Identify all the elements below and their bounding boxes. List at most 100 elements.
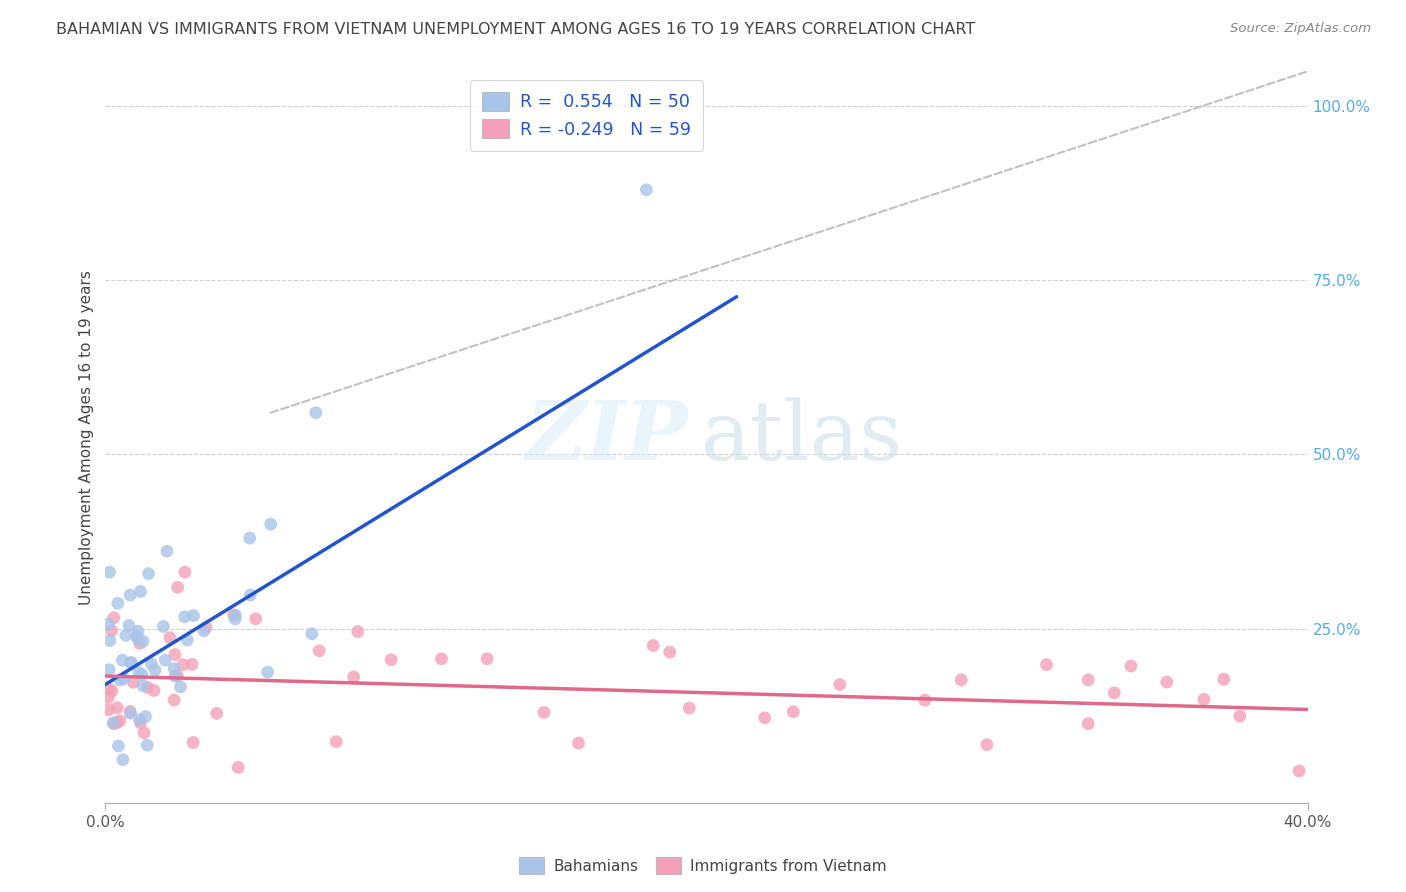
Point xyxy=(325,734,347,748)
Point xyxy=(156,544,179,558)
Point xyxy=(101,715,124,730)
Point xyxy=(658,645,681,659)
Point xyxy=(181,735,204,749)
Point xyxy=(159,631,181,645)
Point xyxy=(380,653,402,667)
Point xyxy=(183,608,205,623)
Point xyxy=(143,683,166,698)
Point xyxy=(115,628,138,642)
Point xyxy=(120,656,142,670)
Point xyxy=(533,706,555,720)
Point xyxy=(138,566,160,581)
Point xyxy=(205,706,228,721)
Point xyxy=(1077,673,1099,687)
Point xyxy=(136,738,159,752)
Point xyxy=(430,652,453,666)
Text: ZIP: ZIP xyxy=(526,397,689,477)
Point xyxy=(107,739,129,753)
Point xyxy=(1156,675,1178,690)
Point xyxy=(107,596,129,610)
Text: Source: ZipAtlas.com: Source: ZipAtlas.com xyxy=(1230,22,1371,36)
Point xyxy=(103,716,125,731)
Point xyxy=(305,406,328,420)
Point xyxy=(245,612,267,626)
Point xyxy=(97,681,120,696)
Text: atlas: atlas xyxy=(700,397,903,477)
Point xyxy=(1102,686,1125,700)
Point xyxy=(222,608,245,623)
Point xyxy=(1229,709,1251,723)
Point xyxy=(193,624,215,638)
Point xyxy=(163,662,186,676)
Point xyxy=(176,632,198,647)
Point xyxy=(343,670,366,684)
Point xyxy=(308,644,330,658)
Point xyxy=(224,612,246,626)
Point xyxy=(1035,657,1057,672)
Point xyxy=(111,653,134,667)
Point xyxy=(475,651,498,665)
Point xyxy=(108,673,131,687)
Point xyxy=(346,624,368,639)
Point xyxy=(174,565,197,579)
Point xyxy=(567,736,589,750)
Point xyxy=(950,673,973,687)
Point xyxy=(97,617,120,632)
Point xyxy=(1212,672,1234,686)
Point xyxy=(1119,659,1142,673)
Point xyxy=(914,693,936,707)
Point xyxy=(1077,716,1099,731)
Point xyxy=(195,620,218,634)
Point xyxy=(129,584,152,599)
Point xyxy=(131,667,153,681)
Point xyxy=(678,701,700,715)
Point xyxy=(1192,692,1215,706)
Point xyxy=(128,713,150,727)
Point xyxy=(118,618,141,632)
Point xyxy=(98,565,121,579)
Point xyxy=(111,753,134,767)
Point xyxy=(120,588,142,602)
Point xyxy=(101,684,124,698)
Point xyxy=(141,657,163,671)
Point xyxy=(135,709,157,723)
Point xyxy=(122,675,145,690)
Point xyxy=(163,693,186,707)
Point xyxy=(118,705,141,719)
Point xyxy=(643,639,665,653)
Point xyxy=(103,611,125,625)
Point xyxy=(172,657,194,672)
Point xyxy=(782,705,804,719)
Point xyxy=(132,726,155,740)
Point xyxy=(112,672,135,686)
Point xyxy=(128,665,150,680)
Legend: Bahamians, Immigrants from Vietnam: Bahamians, Immigrants from Vietnam xyxy=(513,851,893,880)
Point xyxy=(105,700,128,714)
Point xyxy=(129,715,152,730)
Point xyxy=(226,760,249,774)
Point xyxy=(132,679,155,693)
Point xyxy=(256,665,278,679)
Point xyxy=(128,636,150,650)
Point xyxy=(828,677,851,691)
Point xyxy=(754,711,776,725)
Point xyxy=(97,690,120,705)
Point xyxy=(169,680,191,694)
Point xyxy=(98,633,121,648)
Point xyxy=(136,681,159,695)
Legend: R =  0.554   N = 50, R = -0.249   N = 59: R = 0.554 N = 50, R = -0.249 N = 59 xyxy=(470,80,703,151)
Point xyxy=(163,648,186,662)
Point xyxy=(301,626,323,640)
Point xyxy=(97,703,120,717)
Point xyxy=(173,609,195,624)
Point xyxy=(166,580,188,594)
Text: BAHAMIAN VS IMMIGRANTS FROM VIETNAM UNEMPLOYMENT AMONG AGES 16 TO 19 YEARS CORRE: BAHAMIAN VS IMMIGRANTS FROM VIETNAM UNEM… xyxy=(56,22,976,37)
Y-axis label: Unemployment Among Ages 16 to 19 years: Unemployment Among Ages 16 to 19 years xyxy=(79,269,94,605)
Point xyxy=(166,669,188,683)
Point xyxy=(260,517,283,532)
Point xyxy=(105,715,128,730)
Point xyxy=(108,714,131,728)
Point xyxy=(976,738,998,752)
Point xyxy=(143,663,166,677)
Point xyxy=(152,619,174,633)
